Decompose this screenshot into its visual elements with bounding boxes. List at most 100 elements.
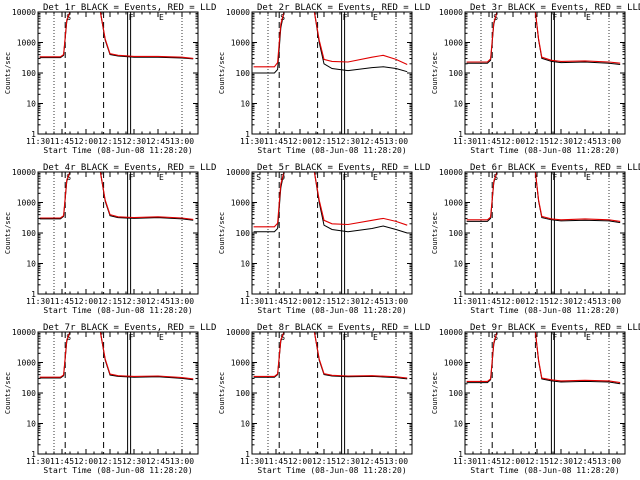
series-line-lld — [253, 172, 408, 228]
y-tick-label: 10000 — [439, 168, 463, 177]
y-axis-title: Counts/sec — [431, 212, 439, 254]
x-axis-title: Start Time (08-Jun-08 11:28:20) — [257, 146, 406, 155]
panel-title: Det 9r BLACK = Events, RED = LLD — [470, 323, 640, 333]
x-tick-label: 11:30 — [26, 137, 50, 146]
x-tick-label: 13:00 — [384, 457, 408, 466]
y-tick-label: 100 — [236, 229, 251, 238]
x-tick-label: 12:15 — [312, 457, 336, 466]
y-tick-label: 10000 — [226, 8, 250, 17]
series-line-events — [39, 12, 194, 60]
y-axis-title: Counts/sec — [4, 52, 12, 94]
x-axis: 11:30 11:45 12:00 12:15 12:30 12:45 13:00 — [453, 12, 621, 146]
y-axis: 1 10 100 1000 10000 — [439, 8, 625, 139]
x-tick-label: 11:45 — [477, 297, 501, 306]
x-tick-label: 12:15 — [98, 457, 122, 466]
x-tick-label: 12:00 — [501, 137, 525, 146]
x-axis: 11:30 11:45 12:00 12:15 12:30 12:45 13:00 — [240, 172, 408, 306]
series-line-events — [253, 332, 408, 380]
event-marker-label: E — [586, 13, 591, 22]
annotation-lines — [53, 332, 183, 454]
x-tick-label: 13:00 — [384, 297, 408, 306]
y-tick-label: 100 — [236, 69, 251, 78]
y-axis: 1 10 100 1000 10000 — [439, 328, 625, 459]
event-marker-label: E — [159, 13, 164, 22]
event-marker-label: F — [129, 173, 134, 182]
x-tick-label: 12:45 — [573, 137, 597, 146]
x-tick-label: 12:15 — [98, 297, 122, 306]
plot-frame — [37, 171, 199, 295]
series-line-lld — [253, 332, 408, 379]
y-tick-label: 10000 — [12, 168, 36, 177]
x-tick-label: 13:00 — [384, 137, 408, 146]
x-axis-title: Start Time (08-Jun-08 11:28:20) — [470, 306, 619, 315]
x-tick-label: 12:45 — [573, 457, 597, 466]
series-group — [253, 332, 408, 380]
x-tick-label: 12:30 — [549, 297, 573, 306]
x-tick-label: 11:45 — [477, 457, 501, 466]
x-tick-label: 12:00 — [288, 137, 312, 146]
panel-title: Det 2r BLACK = Events, RED = LLD — [257, 3, 430, 13]
x-tick-label: 11:30 — [453, 297, 477, 306]
event-marker-label: F — [129, 13, 134, 22]
y-tick-label: 100 — [22, 69, 37, 78]
y-tick-label: 1 — [245, 290, 250, 299]
y-tick-label: 10 — [26, 100, 36, 109]
series-line-lld — [39, 172, 194, 220]
event-marker-label: E — [159, 333, 164, 342]
y-tick-label: 1 — [31, 450, 36, 459]
x-tick-label: 11:30 — [453, 457, 477, 466]
x-tick-label: 12:45 — [360, 137, 384, 146]
x-axis: 11:30 11:45 12:00 12:15 12:30 12:45 13:00 — [453, 332, 621, 466]
x-tick-label: 12:45 — [573, 297, 597, 306]
x-tick-label: 12:30 — [122, 137, 146, 146]
plot-frame — [251, 171, 413, 295]
y-tick-label: 10 — [453, 260, 463, 269]
x-tick-label: 13:00 — [597, 137, 621, 146]
y-axis-title: Counts/sec — [4, 212, 12, 254]
y-tick-label: 10000 — [12, 8, 36, 17]
x-tick-label: 12:30 — [549, 457, 573, 466]
plot-frame — [37, 11, 199, 135]
y-axis-title: Counts/sec — [218, 52, 226, 94]
x-tick-label: 13:00 — [597, 297, 621, 306]
series-line-lld — [39, 12, 194, 59]
event-marker-label: S — [66, 333, 71, 342]
y-tick-label: 1000 — [17, 199, 36, 208]
y-tick-label: 1000 — [231, 199, 250, 208]
y-axis: 1 10 100 1000 10000 — [226, 168, 412, 299]
x-tick-label: 12:00 — [501, 457, 525, 466]
x-tick-label: 11:30 — [240, 457, 264, 466]
panel-title: Det 4r BLACK = Events, RED = LLD — [43, 163, 216, 173]
y-axis: 1 10 100 1000 10000 — [12, 168, 198, 299]
x-tick-label: 12:00 — [74, 457, 98, 466]
y-tick-label: 100 — [449, 229, 464, 238]
series-group — [39, 172, 194, 221]
plot-frame — [464, 11, 626, 135]
x-tick-label: 11:30 — [240, 297, 264, 306]
x-axis-title: Start Time (08-Jun-08 11:28:20) — [257, 466, 406, 475]
plot-frame — [251, 331, 413, 455]
series-line-events — [466, 172, 621, 224]
series-group — [466, 172, 621, 224]
x-tick-label: 12:00 — [74, 297, 98, 306]
x-tick-label: 11:30 — [26, 457, 50, 466]
y-tick-label: 1 — [458, 290, 463, 299]
panel-title: Det 7r BLACK = Events, RED = LLD — [43, 323, 216, 333]
series-line-events — [39, 172, 194, 221]
event-marker-label: E — [373, 13, 378, 22]
x-axis: 11:30 11:45 12:00 12:15 12:30 12:45 13:00 — [26, 172, 194, 306]
y-tick-label: 1 — [458, 450, 463, 459]
x-tick-label: 11:30 — [240, 137, 264, 146]
x-tick-label: 12:30 — [549, 137, 573, 146]
x-tick-label: 12:30 — [336, 137, 360, 146]
plot-frame — [464, 171, 626, 295]
y-axis: 1 10 100 1000 10000 — [12, 328, 198, 459]
x-tick-label: 12:00 — [288, 297, 312, 306]
y-tick-label: 10000 — [439, 328, 463, 337]
y-tick-label: 10 — [26, 420, 36, 429]
x-axis: 11:30 11:45 12:00 12:15 12:30 12:45 13:00 — [240, 12, 408, 146]
